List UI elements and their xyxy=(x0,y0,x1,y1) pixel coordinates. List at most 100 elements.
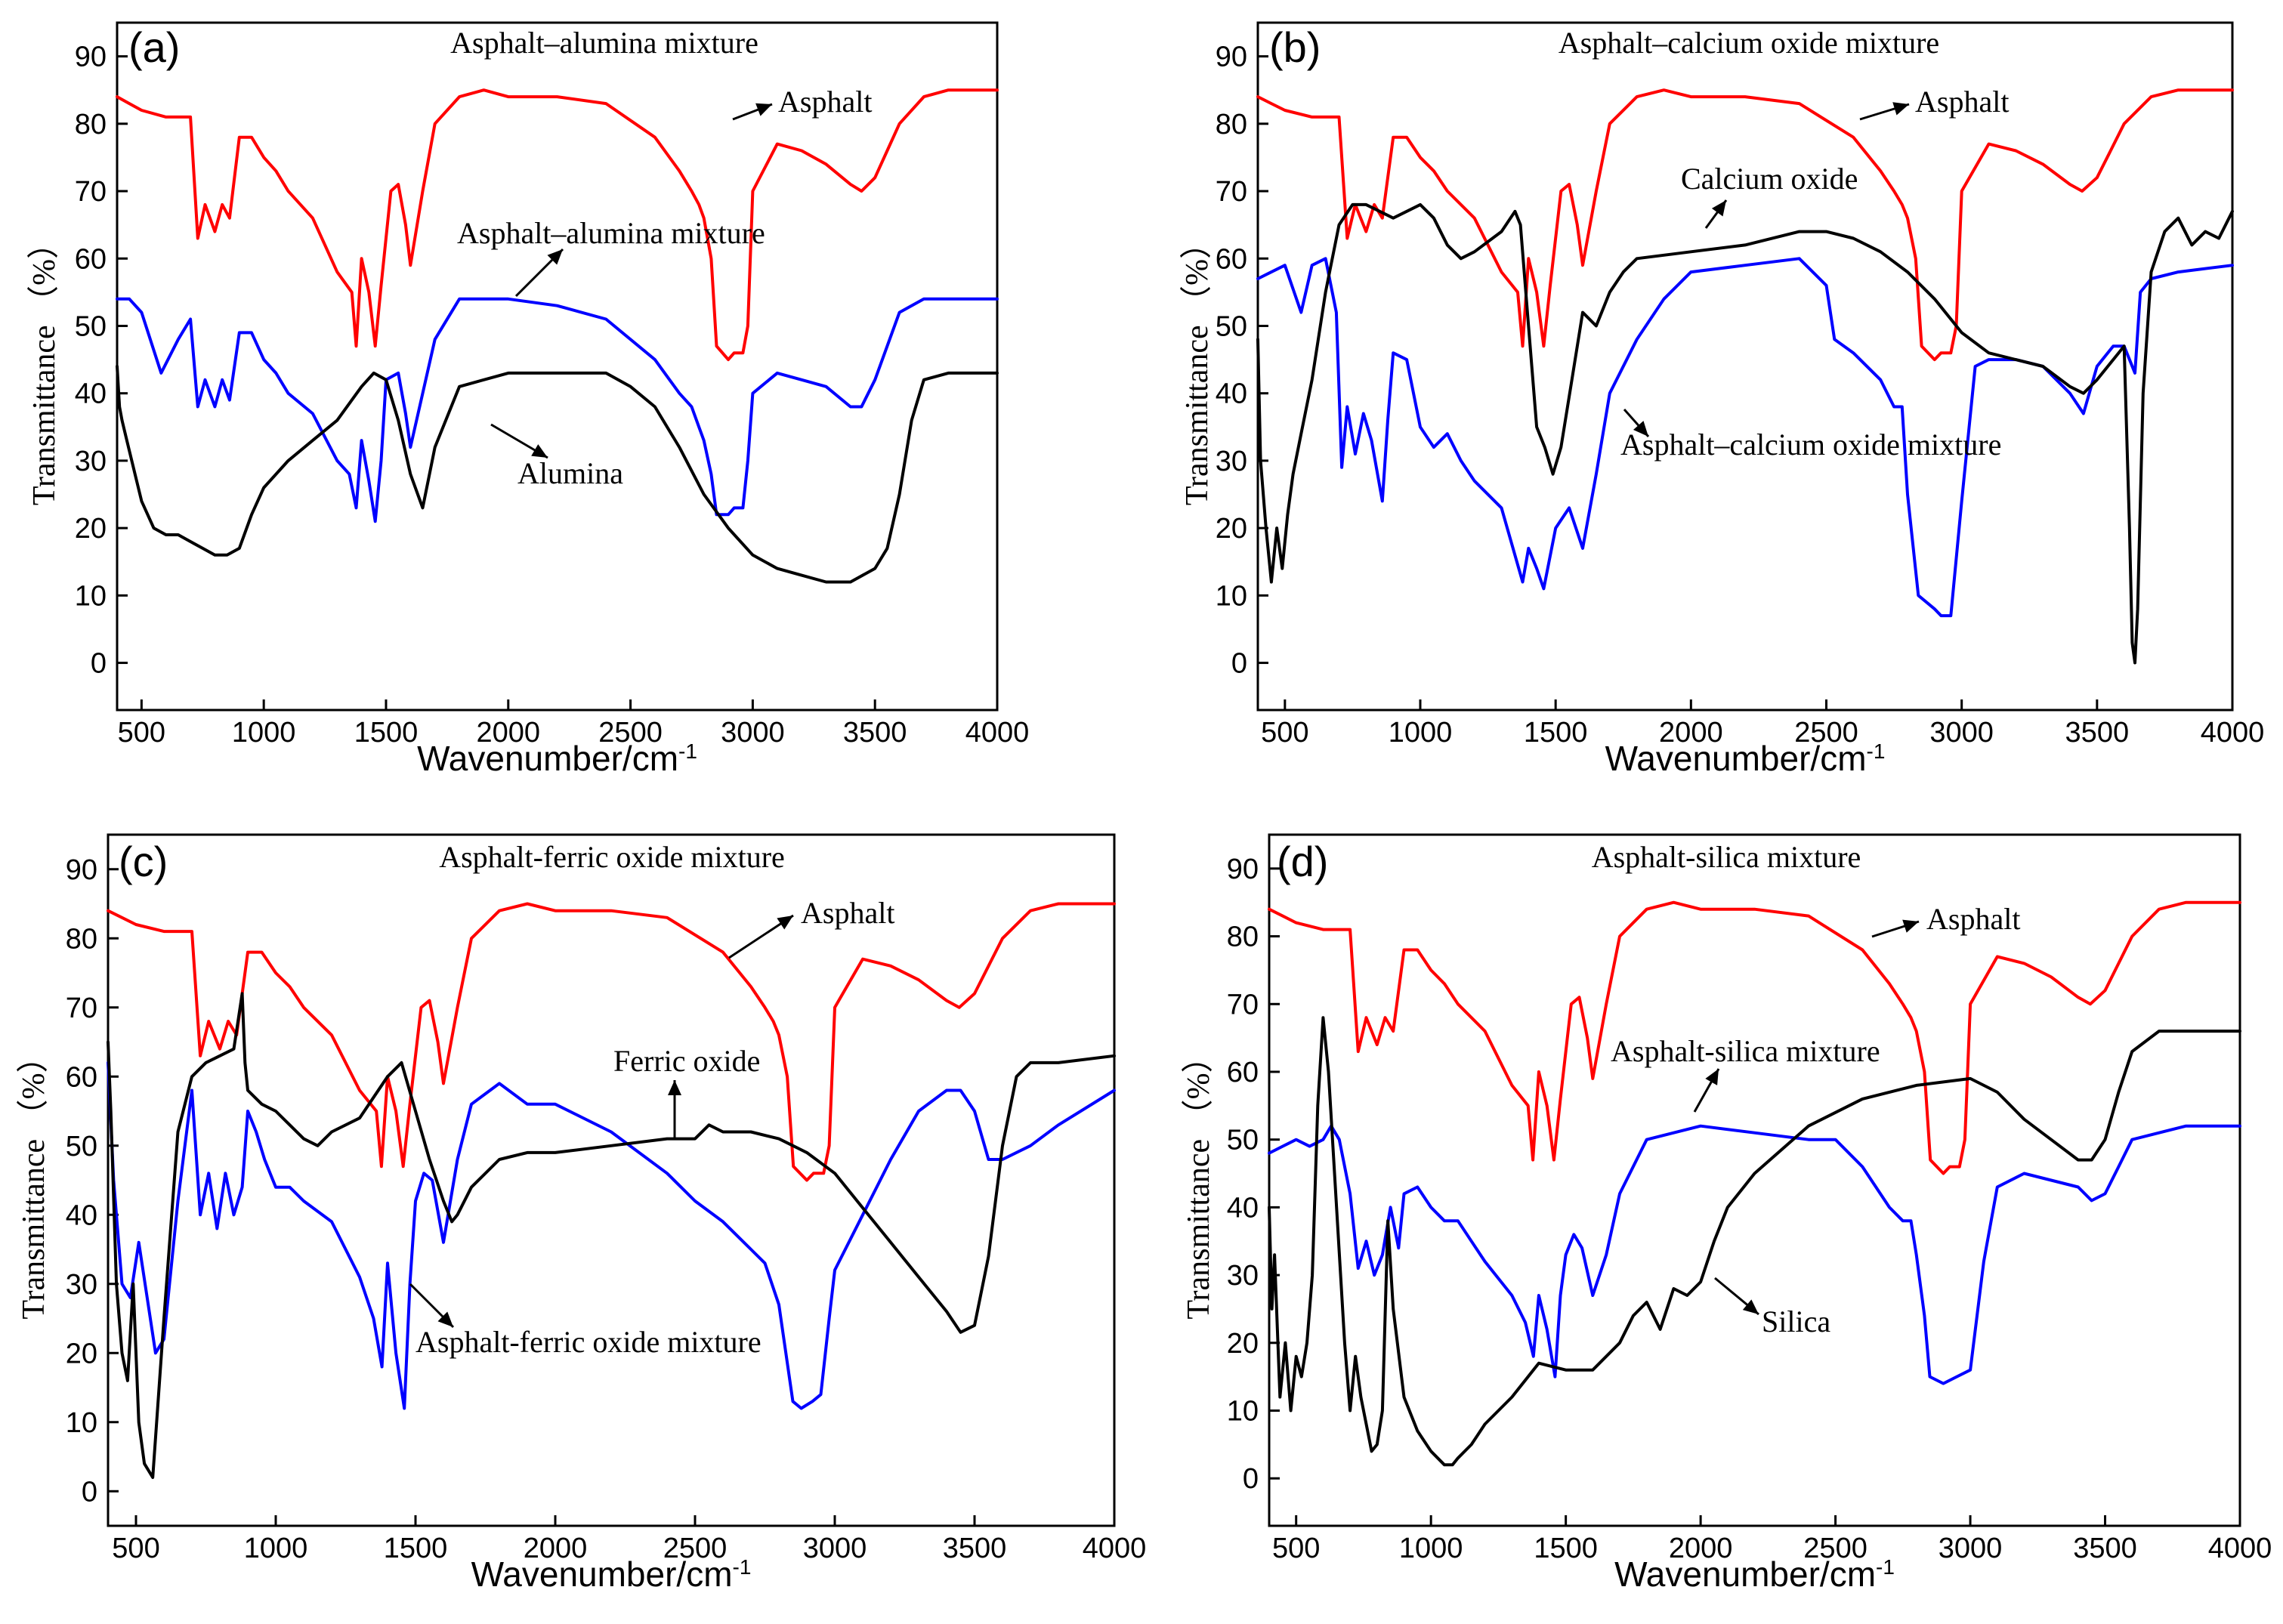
annotation-arrowhead xyxy=(1902,919,1919,933)
y-tick-label: 20 xyxy=(66,1338,97,1369)
annotation-label: Asphalt xyxy=(801,896,894,930)
y-tick-label: 80 xyxy=(1216,109,1247,140)
y-tick-label: 30 xyxy=(1227,1260,1259,1292)
x-tick-label: 2000 xyxy=(1659,717,1723,749)
panel-label: (b) xyxy=(1269,23,1321,71)
series-line-filler xyxy=(1268,1016,2241,1467)
chart-title: Asphalt-ferric oxide mixture xyxy=(439,840,785,874)
x-tick-label: 4000 xyxy=(2201,717,2265,749)
annotation-label: Asphalt–alumina mixture xyxy=(457,216,765,250)
annotation-arrowhead xyxy=(1742,1299,1759,1314)
series-line-asphalt xyxy=(1256,88,2234,362)
x-tick-label: 3000 xyxy=(721,717,785,749)
x-tick-label: 3000 xyxy=(1929,717,1994,749)
plot-frame xyxy=(107,833,1116,1527)
panel-label: (c) xyxy=(119,838,168,885)
annotation-arrowhead xyxy=(755,103,772,116)
y-tick-label: 40 xyxy=(75,378,107,410)
annotation-label: Asphalt xyxy=(1926,902,2020,936)
panel-d: 500 1000 1500 2000 2500 3000 3500 4000 0 10 20 30 40… xyxy=(1182,833,2272,1594)
y-tick-label: 40 xyxy=(1227,1192,1259,1224)
y-tick-label: 60 xyxy=(1216,243,1247,275)
y-tick-label: 40 xyxy=(66,1199,97,1231)
annotation-label: Asphalt-ferric oxide mixture xyxy=(416,1325,762,1359)
y-tick-label: 0 xyxy=(91,648,107,680)
x-tick-label: 1000 xyxy=(1399,1533,1463,1564)
x-axis-label: Wavenumber/cm-1 xyxy=(417,739,697,778)
y-tick-label: 90 xyxy=(1227,854,1259,885)
x-tick-label: 2000 xyxy=(477,717,541,749)
y-tick-label: 40 xyxy=(1216,378,1247,410)
x-tick-label: 3000 xyxy=(1939,1533,2003,1564)
y-tick-label: 70 xyxy=(75,176,107,208)
annotation-label: Alumina xyxy=(517,456,623,490)
y-tick-label: 50 xyxy=(66,1131,97,1162)
series-line-asphalt xyxy=(116,88,999,362)
y-tick-label: 10 xyxy=(1227,1396,1259,1428)
annotation-label: Asphalt–calcium oxide mixture xyxy=(1620,428,2001,462)
y-tick-label: 50 xyxy=(1216,310,1247,342)
y-tick-label: 10 xyxy=(1216,580,1247,612)
series-line-filler xyxy=(107,992,1116,1479)
y-tick-label: 60 xyxy=(75,243,107,275)
y-tick-label: 80 xyxy=(66,923,97,955)
series-line-filler xyxy=(1256,202,2234,665)
chart-title: Asphalt–alumina mixture xyxy=(450,26,758,60)
chart-title: Asphalt–calcium oxide mixture xyxy=(1559,26,1939,60)
annotation-arrowhead xyxy=(1892,102,1909,116)
x-tick-label: 1500 xyxy=(384,1533,448,1564)
x-tick-label: 3000 xyxy=(803,1533,867,1564)
annotation-label: Asphalt-silica mixture xyxy=(1611,1034,1880,1068)
series-line-asphalt xyxy=(1268,900,2241,1175)
x-tick-label: 1500 xyxy=(354,717,419,749)
plot-frame xyxy=(1256,21,2234,712)
annotation-arrowhead xyxy=(1705,1069,1719,1085)
x-tick-label: 3500 xyxy=(943,1533,1007,1564)
panel-label: (d) xyxy=(1277,838,1328,885)
y-tick-label: 10 xyxy=(75,580,107,612)
annotation-arrowhead xyxy=(1711,200,1726,217)
chart-title: Asphalt-silica mixture xyxy=(1592,840,1861,874)
x-tick-label: 3500 xyxy=(2073,1533,2137,1564)
y-axis-label: Transmittance （%） xyxy=(17,1041,51,1319)
x-tick-label: 1500 xyxy=(1534,1533,1598,1564)
annotation-arrowhead xyxy=(668,1080,681,1095)
y-tick-label: 70 xyxy=(1227,989,1259,1020)
x-tick-label: 500 xyxy=(1272,1533,1320,1564)
annotation-arrowhead xyxy=(547,249,563,265)
x-axis-label: Wavenumber/cm-1 xyxy=(1605,739,1886,778)
x-tick-label: 4000 xyxy=(965,717,1030,749)
y-tick-label: 20 xyxy=(1216,513,1247,545)
y-tick-label: 30 xyxy=(75,446,107,477)
y-tick-label: 20 xyxy=(75,513,107,545)
series-line-mixture xyxy=(107,1061,1116,1410)
y-axis-label: Transmittance （%） xyxy=(1182,1041,1216,1319)
y-tick-label: 70 xyxy=(1216,176,1247,208)
x-tick-label: 2500 xyxy=(598,717,663,749)
y-tick-label: 80 xyxy=(1227,922,1259,953)
x-tick-label: 1000 xyxy=(1389,717,1453,749)
series-line-mixture xyxy=(1268,1124,2241,1385)
annotation-arrowhead xyxy=(437,1311,453,1327)
y-tick-label: 30 xyxy=(66,1269,97,1301)
y-tick-label: 80 xyxy=(75,109,107,140)
panel-label: (a) xyxy=(128,23,180,71)
annotation-label: Asphalt xyxy=(778,85,872,119)
y-tick-label: 0 xyxy=(1243,1463,1259,1495)
x-tick-label: 1000 xyxy=(244,1533,308,1564)
y-tick-label: 70 xyxy=(66,993,97,1024)
y-tick-label: 60 xyxy=(1227,1057,1259,1088)
x-tick-label: 500 xyxy=(1261,717,1308,749)
panel-a: 500 1000 1500 2000 2500 3000 3500 4000 0 10 20 30 40… xyxy=(27,21,1030,778)
annotation-arrowhead xyxy=(1633,421,1648,437)
y-tick-label: 90 xyxy=(66,854,97,886)
x-tick-label: 3500 xyxy=(843,717,907,749)
x-tick-label: 500 xyxy=(112,1533,159,1564)
series-line-mixture xyxy=(116,297,999,523)
annotation-label: Ferric oxide xyxy=(613,1044,760,1078)
y-tick-label: 0 xyxy=(82,1476,97,1508)
plot-frame xyxy=(116,21,999,712)
x-tick-label: 4000 xyxy=(1083,1533,1147,1564)
y-tick-label: 50 xyxy=(75,310,107,342)
